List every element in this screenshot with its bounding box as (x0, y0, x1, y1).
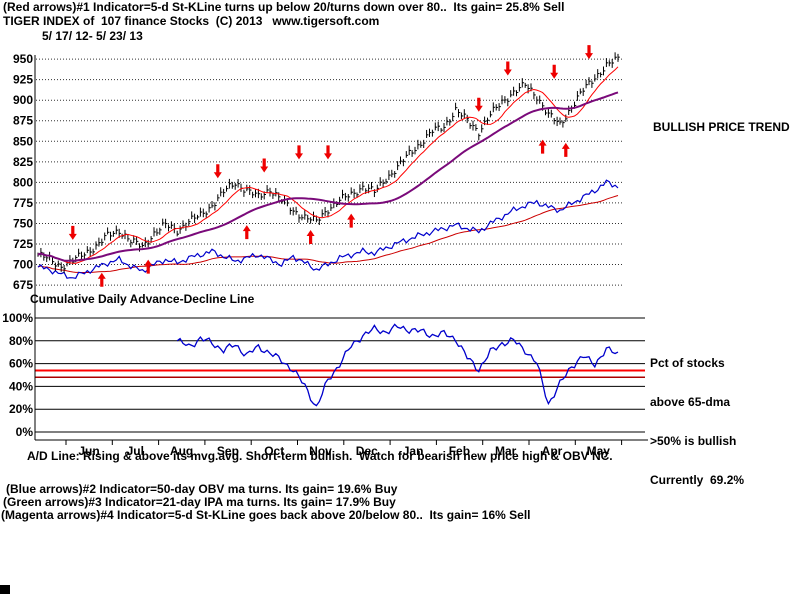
svg-text:725: 725 (13, 237, 33, 251)
chart-title: TIGER INDEX of 107 finance Stocks (C) 20… (3, 14, 380, 28)
svg-text:Mar: Mar (495, 444, 517, 458)
svg-text:825: 825 (13, 155, 33, 169)
indicator2-note: (Blue arrows)#2 Indicator=50-day OBV ma … (6, 482, 398, 496)
pct-note-line-4: Currently 69.2% (650, 473, 745, 487)
svg-text:Sep: Sep (217, 444, 239, 458)
bullish-trend-label: BULLISH PRICE TREND (653, 120, 790, 134)
svg-text:May: May (587, 444, 611, 458)
svg-text:Aug: Aug (170, 444, 193, 458)
svg-text:Jun: Jun (78, 444, 99, 458)
svg-text:925: 925 (13, 73, 33, 87)
indicator4-note: (Magenta arrows)#4 Indicator=5-d St-KLin… (1, 508, 531, 522)
svg-text:775: 775 (13, 196, 33, 210)
svg-text:Jul: Jul (127, 444, 144, 458)
svg-text:850: 850 (13, 134, 33, 148)
pct-note-line-2: above 65-dma (650, 395, 731, 409)
svg-text:800: 800 (13, 175, 33, 189)
svg-text:Oct: Oct (264, 444, 284, 458)
svg-text:675: 675 (13, 278, 33, 292)
pct-note-line-3: >50% is bullish (650, 434, 737, 448)
svg-text:Dec: Dec (356, 444, 378, 458)
svg-text:Jan: Jan (403, 444, 424, 458)
indicator3-note: (Green arrows)#3 Indicator=21-day IPA ma… (3, 495, 396, 509)
svg-text:Feb: Feb (449, 444, 470, 458)
pct-note-line-1: Pct of stocks (650, 356, 725, 370)
svg-text:20%: 20% (9, 402, 33, 416)
svg-text:700: 700 (13, 258, 33, 272)
ad-line-label: Cumulative Daily Advance-Decline Line (30, 292, 255, 306)
svg-text:Apr: Apr (542, 444, 563, 458)
indicator1-note: (Red arrows)#1 Indicator=5-d St-KLine tu… (3, 0, 565, 14)
svg-text:40%: 40% (9, 379, 33, 393)
corner-mark (0, 585, 10, 594)
svg-text:60%: 60% (9, 357, 33, 371)
ad-analysis-note: A/D Line: Rising & above its mvg.avg. Sh… (27, 449, 613, 463)
svg-text:Nov: Nov (309, 444, 332, 458)
svg-text:750: 750 (13, 216, 33, 230)
svg-text:80%: 80% (9, 334, 33, 348)
svg-text:100%: 100% (2, 311, 33, 325)
svg-text:0%: 0% (16, 425, 34, 439)
svg-text:875: 875 (13, 114, 33, 128)
svg-text:950: 950 (13, 52, 33, 66)
pct-stocks-note: Pct of stocks above 65-dma >50% is bulli… (650, 331, 744, 513)
svg-text:900: 900 (13, 93, 33, 107)
date-range: 5/ 17/ 12- 5/ 23/ 13 (42, 29, 143, 43)
